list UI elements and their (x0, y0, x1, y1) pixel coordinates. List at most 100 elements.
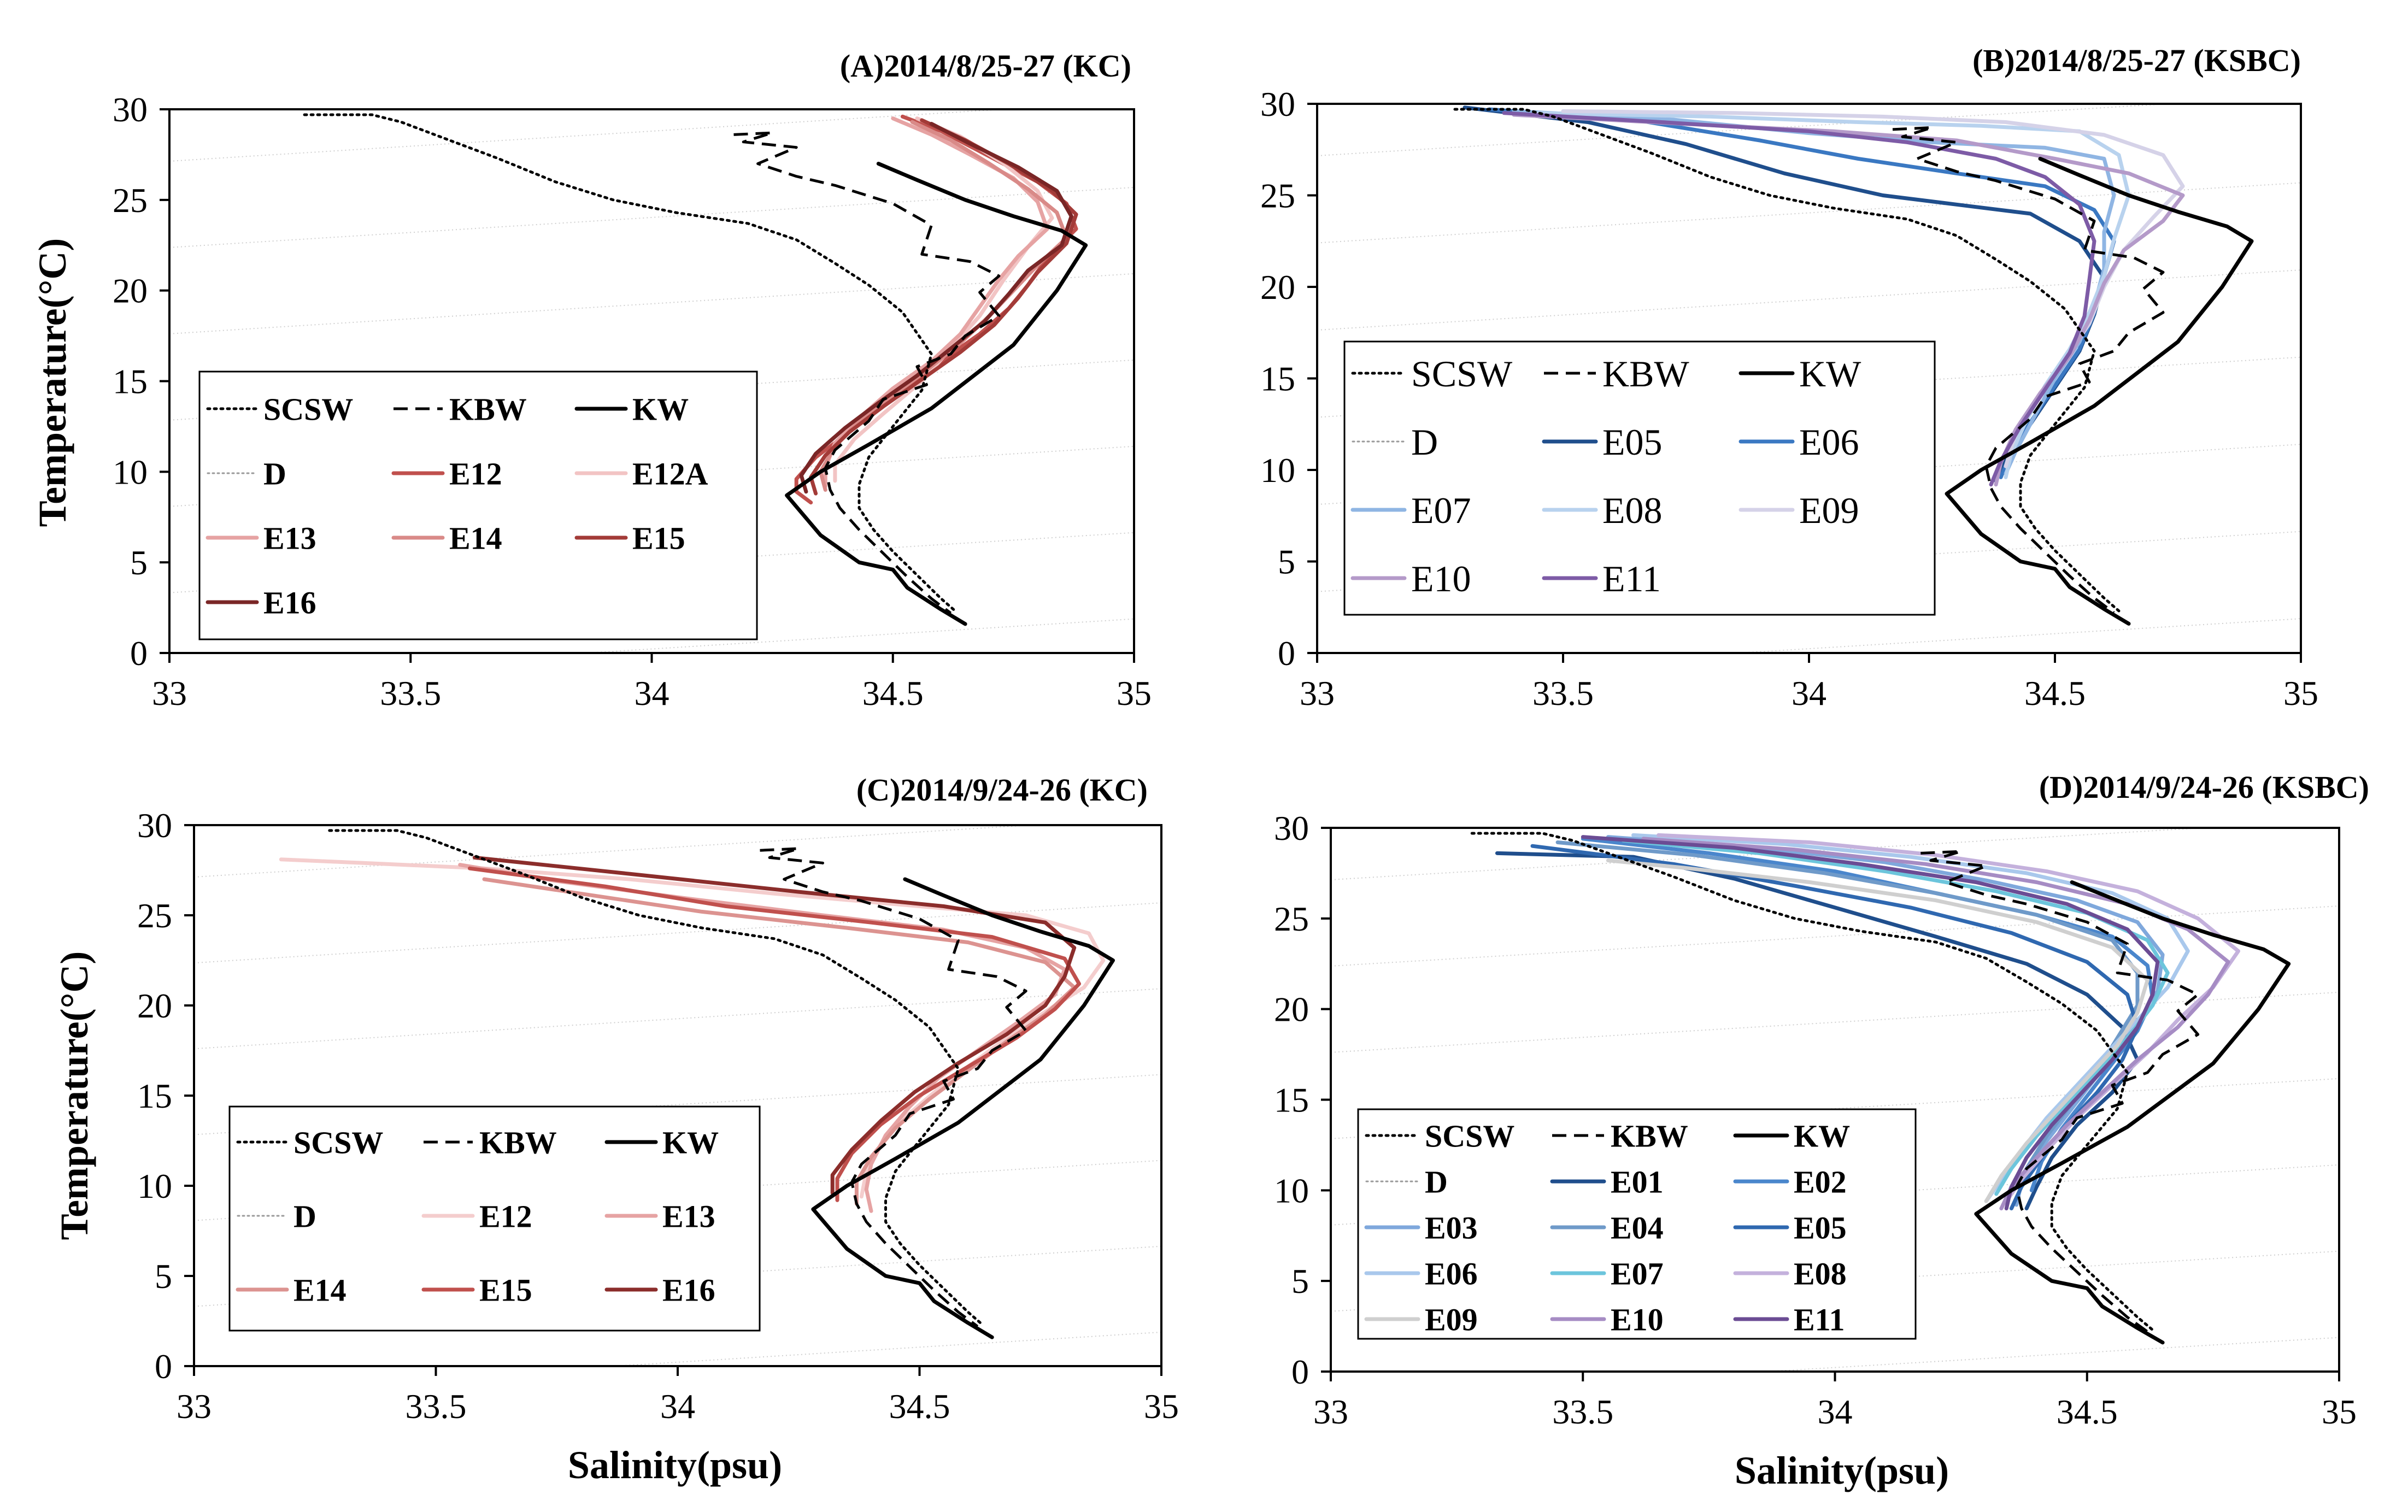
x-tick-label: 34.5 (862, 674, 924, 713)
y-axis-label: Temperature(°C) (31, 238, 74, 527)
legend-label-e10: E10 (1411, 558, 1471, 599)
y-tick-label: 20 (1260, 268, 1295, 307)
panel-title: (A)2014/8/25-27 (KC) (840, 48, 1131, 84)
x-tick-label: 35 (1144, 1387, 1179, 1426)
series-line-kw (811, 877, 1115, 1339)
series-line-kbw (760, 847, 1027, 1328)
legend-label-e16: E16 (263, 585, 316, 620)
legend-label-kw: KW (632, 391, 689, 427)
y-tick-label: 0 (1278, 634, 1295, 673)
density-contour (194, 825, 1038, 878)
density-contour (1331, 991, 2339, 1053)
legend-box (198, 370, 758, 640)
series-line-scsw (328, 829, 984, 1326)
legend-label-kw: KW (1794, 1118, 1850, 1154)
x-tick-label: 34 (660, 1387, 695, 1426)
legend-label-kbw: KBW (1611, 1118, 1688, 1154)
y-tick-label: 30 (137, 806, 172, 845)
legend-label-kbw: KBW (1602, 353, 1689, 395)
y-tick-label: 15 (137, 1076, 172, 1115)
series-line-kw (785, 162, 1088, 626)
x-tick-label: 34.5 (2024, 674, 2086, 713)
legend-box (228, 1105, 761, 1332)
legend: SCSW KBW KW D E12 E12A E13 E14 E15 E16 (198, 370, 758, 640)
x-tick-label: 34.5 (889, 1387, 950, 1426)
y-tick-label: 25 (1274, 899, 1309, 938)
panel-b: (B)2014/8/25-27 (KSBC) 33 33.5 34 34.5 35 0 5 10… (1260, 43, 2318, 766)
legend: SCSW KBW KW D E01 E02 E03 E04 E05 E06 E07 E08 E09 E10… (1357, 1108, 1917, 1340)
legend-label-e12: E12 (449, 456, 502, 491)
legend-label-scsw: SCSW (1411, 353, 1513, 395)
y-tick-label: 25 (113, 181, 148, 220)
series-line-e15 (809, 118, 1078, 496)
panel-title: (B)2014/8/25-27 (KSBC) (1972, 43, 2301, 78)
legend-label-e14: E14 (449, 520, 502, 556)
y-tick-label: 5 (1291, 1262, 1309, 1301)
legend-label-e05: E05 (1794, 1210, 1847, 1245)
legend-label-scsw: SCSW (293, 1125, 383, 1160)
series-line-e15 (468, 866, 1081, 1202)
y-tick-label: 20 (137, 986, 172, 1025)
legend-label-d: D (1411, 421, 1438, 463)
series-line-kbw (733, 131, 1001, 614)
legend-label-e08: E08 (1794, 1256, 1847, 1291)
x-tick-label: 35 (1117, 674, 1152, 713)
series-lines (1470, 832, 2291, 1345)
y-tick-label: 30 (113, 90, 148, 129)
legend-label-d: D (263, 456, 286, 491)
y-tick-label: 5 (1278, 543, 1295, 581)
legend-label-e10: E10 (1611, 1302, 1664, 1337)
y-tick-label: 10 (113, 452, 148, 491)
legend-label-scsw: SCSW (1425, 1118, 1514, 1154)
series-line-scsw (1453, 108, 2121, 613)
panel-d: (D)2014/9/24-26 (KSBC) 33 33.5 34 34.5 35 0 5 10… (1274, 769, 2369, 1492)
legend-label-e14: E14 (293, 1272, 346, 1308)
y-tick-label: 30 (1274, 809, 1309, 848)
density-contour (1730, 618, 2301, 653)
series-line-kbw (1892, 126, 2165, 614)
legend-label-scsw: SCSW (263, 391, 353, 427)
x-tick-label: 33.5 (1552, 1392, 1613, 1431)
panel-title: (D)2014/9/24-26 (KSBC) (2039, 769, 2369, 805)
legend-label-e07: E07 (1611, 1256, 1664, 1291)
series-line-e07 (1621, 838, 2170, 1196)
x-tick-label: 35 (2283, 674, 2318, 713)
y-tick-label: 20 (113, 272, 148, 310)
legend-label-kbw: KBW (479, 1125, 557, 1160)
y-tick-label: 5 (155, 1257, 172, 1296)
legend-label-e06: E06 (1425, 1256, 1478, 1291)
density-contour (169, 109, 1012, 162)
legend: SCSW KBW KW D E05 E06 E07 E08 E09 E10 E11 (1343, 340, 1936, 616)
legend-label-e08: E08 (1602, 490, 1663, 531)
series-line-kw (1974, 880, 2291, 1345)
legend-label-e12a: E12A (632, 456, 708, 491)
density-contour (1317, 182, 2301, 244)
legend-label-e09: E09 (1425, 1302, 1478, 1337)
y-tick-label: 0 (130, 634, 148, 673)
x-tick-label: 34 (1792, 674, 1826, 713)
legend-label-e09: E09 (1799, 490, 1859, 531)
density-contour (1317, 706, 2301, 766)
x-axis-label: Salinity(psu) (1735, 1449, 1949, 1492)
legend-label-e04: E04 (1611, 1210, 1664, 1245)
legend-label-kbw: KBW (449, 391, 527, 427)
legend-label-e15: E15 (479, 1272, 532, 1308)
panel-a: (A)2014/8/25-27 (KC) 33 33.5 34 34.5 35 0 5 10 15… (31, 48, 1152, 713)
x-axis-label: Salinity(psu) (568, 1443, 782, 1487)
legend-label-e01: E01 (1611, 1164, 1664, 1199)
x-tick-label: 33.5 (380, 674, 441, 713)
series-line-kw (1945, 157, 2254, 626)
density-contour (1758, 1337, 2339, 1372)
y-tick-label: 15 (113, 362, 148, 401)
series-line-scsw (303, 113, 957, 613)
y-tick-label: 25 (137, 896, 172, 935)
series-line-scsw (1470, 832, 2154, 1332)
series-line-e10 (1512, 113, 2185, 487)
series-lines (1453, 105, 2254, 626)
legend-label-e13: E13 (662, 1198, 715, 1234)
y-tick-label: 5 (130, 543, 148, 582)
legend: SCSW KBW KW D E12 E13 E14 E15 E16 (228, 1105, 761, 1332)
legend-label-e11: E11 (1602, 558, 1661, 599)
y-tick-label: 30 (1260, 85, 1295, 123)
series-line-e04 (1555, 840, 2140, 1196)
